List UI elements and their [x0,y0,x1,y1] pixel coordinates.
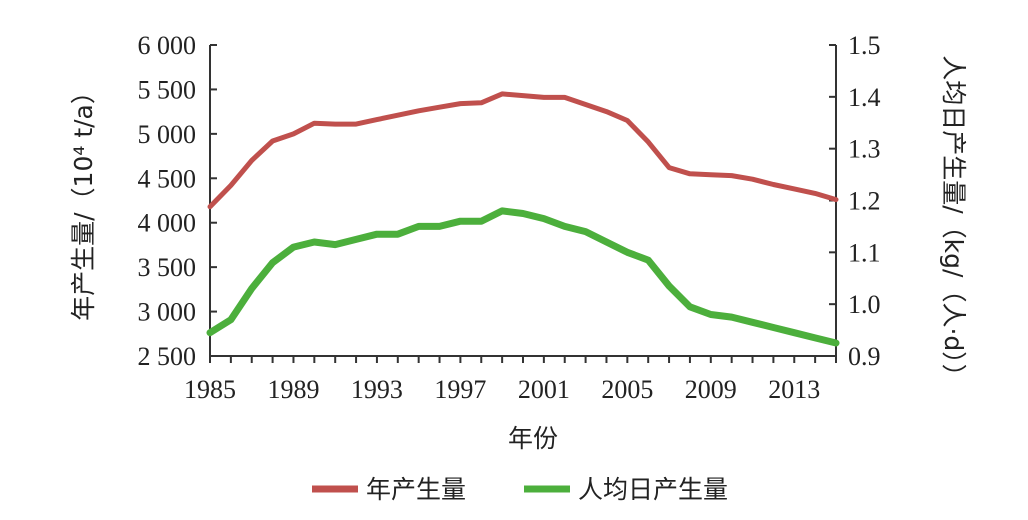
right-tick-label: 1.0 [848,290,881,319]
left-tick-label: 4 500 [138,164,197,193]
left-tick-label: 3 000 [138,298,197,327]
series-lines [206,91,840,347]
series-line-per-capita [206,207,840,347]
left-tick-label: 3 500 [138,253,197,282]
left-tick-label: 4 000 [138,209,197,238]
x-tick-label: 1993 [351,375,403,404]
left-tick-label: 2 500 [138,342,197,371]
x-tick-label: 1985 [184,375,236,404]
right-tick-label: 1.4 [848,83,881,112]
x-axis: 1985 1989 1993 1997 2001 2005 2009 2013 [184,355,837,404]
left-tick-label: 5 500 [138,75,197,104]
left-tick-label: 6 000 [138,31,197,60]
x-tick-label: 2013 [768,375,820,404]
right-tick-label: 1.1 [848,238,881,267]
legend: 年产生量 人均日产生量 [312,475,728,504]
x-tick-label: 2009 [685,375,737,404]
x-tick-label: 2005 [601,375,653,404]
left-tick-label: 5 000 [138,120,197,149]
left-axis-title: 年产生量/（10⁴ t/a） [69,79,98,321]
legend-label-per-capita: 人均日产生量 [578,475,728,504]
right-tick-label: 0.9 [848,342,881,371]
x-tick-label: 2001 [518,375,570,404]
x-tick-label: 1989 [267,375,319,404]
right-tick-label: 1.5 [848,31,881,60]
x-axis-title: 年份 [508,424,558,453]
series-line-annual [207,91,839,210]
left-axis: 6 000 5 500 5 000 4 500 4 000 3 500 3 000 2 500 [138,31,217,371]
right-tick-label: 1.2 [848,187,881,216]
legend-label-annual: 年产生量 [366,475,466,504]
right-tick-label: 1.3 [848,135,881,164]
x-tick-label: 1997 [434,375,486,404]
right-axis-title: 人均日产生量/（kg/（人·d）） [939,55,968,389]
